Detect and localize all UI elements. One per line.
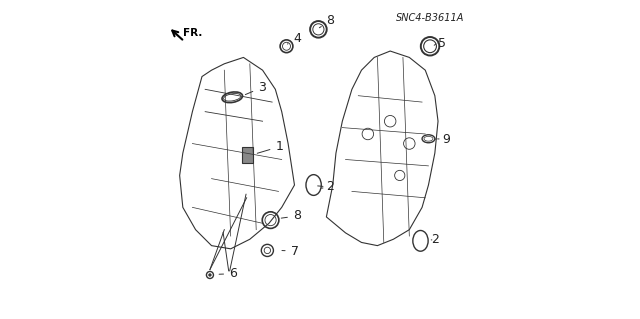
Ellipse shape <box>209 274 211 276</box>
Text: 2: 2 <box>431 234 438 246</box>
Text: 8: 8 <box>282 210 301 222</box>
Text: 1: 1 <box>257 140 284 153</box>
Text: 6: 6 <box>219 267 237 280</box>
Text: 9: 9 <box>435 133 450 145</box>
Text: 8: 8 <box>319 14 334 28</box>
Text: 3: 3 <box>245 81 266 95</box>
Polygon shape <box>242 147 253 163</box>
Text: 7: 7 <box>282 245 299 257</box>
Text: 2: 2 <box>321 180 333 193</box>
Text: FR.: FR. <box>183 28 202 39</box>
Text: 5: 5 <box>438 37 446 49</box>
Text: 4: 4 <box>287 33 301 45</box>
Text: SNC4-B3611A: SNC4-B3611A <box>396 12 464 23</box>
